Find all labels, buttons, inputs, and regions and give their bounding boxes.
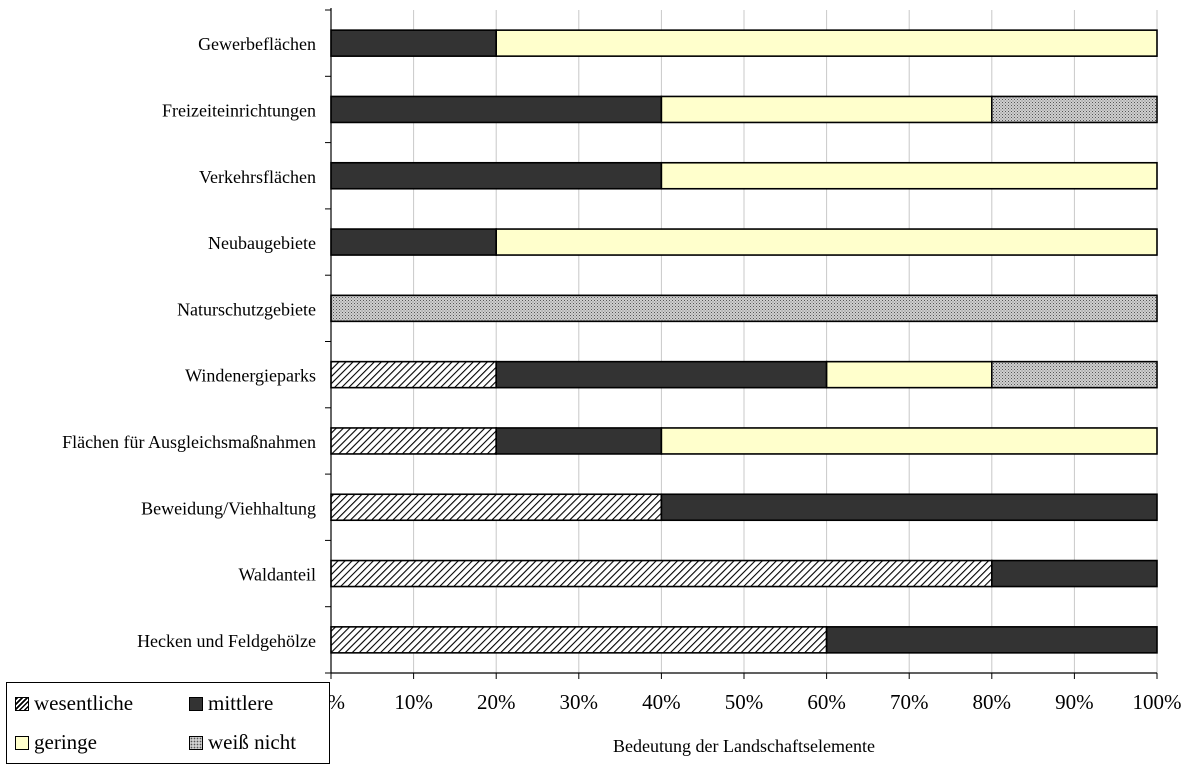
legend-item-geringe: geringe: [15, 730, 97, 755]
legend-label-wesentliche: wesentliche: [34, 691, 134, 715]
legend-label-mittlere: mittlere: [208, 691, 274, 715]
y-category-label-hecken-und-feldgehoelze: Hecken und Feldgehölze: [137, 631, 316, 651]
bar-naturschutzgebiete-weiss-nicht: [330, 294, 1158, 323]
bar-windenergieparks-geringe: [825, 360, 993, 389]
x-tick-label-10: 100%: [1133, 690, 1182, 714]
bar-freizeiteinrichtungen-mittlere: [330, 95, 663, 124]
legend-item-mittlere: mittlere: [189, 691, 273, 716]
bar-freizeiteinrichtungen-geringe: [660, 95, 993, 124]
y-category-label-naturschutzgebiete: Naturschutzgebiete: [177, 299, 316, 319]
y-category-label-beweidung-viehhaltung: Beweidung/Viehhaltung: [141, 498, 316, 518]
labels: 0% 10% 20% 30% 40% 50% 60% 70% 80% 90% 100%Hecken …: [62, 34, 1181, 756]
y-category-label-neubaugebiete: Neubaugebiete: [208, 233, 316, 253]
x-tick-label-4: 40%: [642, 690, 681, 714]
legend-item-wesentliche: wesentliche: [15, 691, 133, 716]
y-category-label-gewerbeflaechen: Gewerbeflächen: [198, 34, 316, 54]
x-axis-title: Bedeutung der Landschaftselemente: [613, 736, 875, 756]
bar-hecken-und-feldgehoelze-mittlere: [825, 626, 1158, 654]
bar-verkehrsflaechen-mittlere: [330, 161, 663, 190]
x-tick-label-1: 10%: [394, 690, 433, 714]
y-category-label-verkehrsflaechen: Verkehrsflächen: [199, 167, 316, 187]
bar-neubaugebiete-mittlere: [330, 228, 497, 256]
bars: [330, 29, 1158, 654]
bar-flaechen-fuer-ausgleichsmassnahmen-mittlere: [495, 427, 663, 455]
bar-waldanteil-wesentliche: [330, 559, 993, 588]
legend: wesentliche mittlere geringe weiß nicht: [6, 682, 330, 764]
x-tick-label-6: 60%: [807, 690, 846, 714]
bar-neubaugebiete-geringe: [495, 228, 1158, 256]
x-tick-label-2: 20%: [477, 690, 516, 714]
y-category-label-freizeiteinrichtungen: Freizeiteinrichtungen: [162, 100, 316, 120]
bar-hecken-und-feldgehoelze-wesentliche: [330, 626, 828, 654]
y-category-label-windenergieparks: Windenergieparks: [185, 366, 316, 386]
legend-label-geringe: geringe: [34, 730, 97, 754]
legend-item-weiss-nicht: weiß nicht: [189, 730, 296, 755]
bar-flaechen-fuer-ausgleichsmassnahmen-wesentliche: [330, 427, 497, 455]
legend-swatch-wesentliche: [15, 696, 29, 711]
bar-flaechen-fuer-ausgleichsmassnahmen-geringe: [660, 427, 1158, 455]
x-tick-label-8: 80%: [973, 690, 1012, 714]
legend-label-weiss-nicht: weiß nicht: [208, 730, 297, 754]
y-category-label-waldanteil: Waldanteil: [238, 565, 316, 585]
bar-beweidung-viehhaltung-mittlere: [660, 493, 1158, 522]
axes: [325, 8, 1158, 679]
bar-verkehrsflaechen-geringe: [660, 161, 1158, 190]
bar-freizeiteinrichtungen-weiss-nicht: [990, 95, 1158, 124]
legend-swatch-geringe: [15, 735, 29, 750]
x-tick-label-3: 30%: [560, 690, 599, 714]
x-tick-label-7: 70%: [890, 690, 929, 714]
bar-gewerbeflaechen-mittlere: [330, 29, 497, 57]
y-category-label-flaechen-fuer-ausgleichsmassnahmen: Flächen für Ausgleichsmaßnahmen: [62, 432, 316, 452]
bar-beweidung-viehhaltung-wesentliche: [330, 493, 663, 522]
bar-windenergieparks-wesentliche: [330, 360, 497, 389]
x-tick-label-9: 90%: [1055, 690, 1094, 714]
legend-swatch-mittlere: [189, 696, 203, 711]
bar-windenergieparks-mittlere: [495, 360, 828, 389]
x-tick-label-5: 50%: [725, 690, 764, 714]
legend-swatch-weiss-nicht: [189, 735, 203, 750]
bar-windenergieparks-weiss-nicht: [990, 360, 1158, 389]
bar-gewerbeflaechen-geringe: [495, 29, 1158, 57]
bar-waldanteil-mittlere: [990, 559, 1158, 588]
